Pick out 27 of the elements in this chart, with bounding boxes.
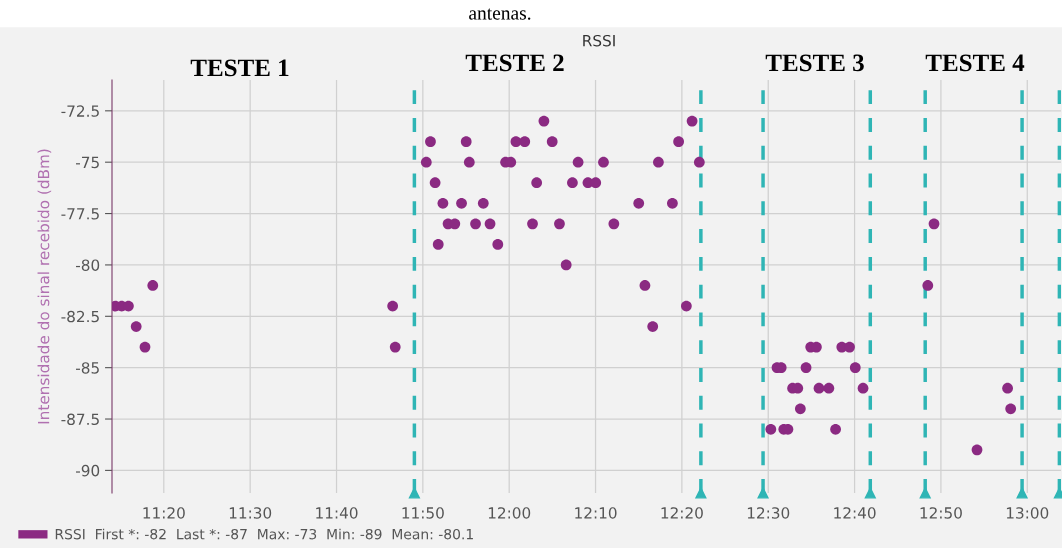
x-tick-label: 11:50 bbox=[402, 507, 444, 519]
chart-title: RSSI bbox=[583, 34, 615, 47]
text: TESTE 1 bbox=[190, 59, 289, 77]
x-tick-label: 11:20 bbox=[143, 507, 185, 519]
text: TESTE 4 bbox=[925, 54, 1025, 72]
x-tick-label: 12:30 bbox=[747, 507, 790, 519]
x-tick-label: 12:10 bbox=[575, 507, 617, 519]
x-tick-label: 12:00 bbox=[488, 507, 531, 519]
y-tick-label: -87.5 bbox=[61, 413, 99, 426]
text: TESTE 3 bbox=[765, 54, 864, 72]
text: TESTE 2 bbox=[465, 54, 564, 72]
x-tick-label: 11:30 bbox=[229, 507, 272, 519]
y-tick-label: -75 bbox=[75, 156, 99, 169]
legend-label: RSSI First *: -82 Last *: -87 Max: -73 Min: -89 Mean: -80.1 bbox=[55, 528, 473, 540]
y-axis-title: Intensidade do sinal recebido (dBm) bbox=[37, 149, 52, 424]
x-tick-label: 12:50 bbox=[920, 507, 962, 519]
y-tick-label: -85 bbox=[75, 362, 99, 374]
y-tick-label: -72.5 bbox=[61, 105, 99, 117]
y-tick-label: -82.5 bbox=[61, 310, 99, 323]
x-tick-label: 11:40 bbox=[316, 507, 358, 519]
x-tick-label: 13:00 bbox=[1006, 507, 1049, 519]
y-tick-label: -90 bbox=[75, 464, 100, 477]
y-tick-label: -77.5 bbox=[61, 208, 99, 220]
x-tick-label: 12:20 bbox=[661, 507, 703, 519]
y-tick-label: -80 bbox=[75, 259, 100, 271]
x-tick-label: 12:40 bbox=[834, 507, 876, 519]
text: antenas. bbox=[469, 8, 531, 20]
